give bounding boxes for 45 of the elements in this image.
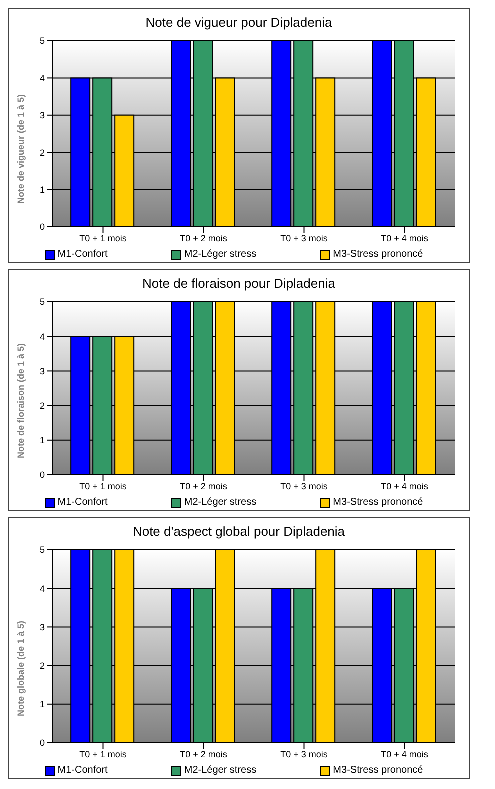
y-tick-label: 4 bbox=[40, 73, 45, 84]
legend-label: M3-Stress prononcé bbox=[333, 765, 424, 776]
x-tick-label: T0 + 4 mois bbox=[381, 233, 429, 244]
y-tick-label: 3 bbox=[40, 622, 45, 632]
x-tick-label: T0 + 1 mois bbox=[80, 481, 128, 492]
x-tick-label: T0 + 1 mois bbox=[80, 233, 128, 244]
y-tick-label: 5 bbox=[40, 36, 45, 46]
legend-label: M1-Confort bbox=[58, 765, 108, 776]
y-axis-title: Note de vigueur (de 1 à 5) bbox=[16, 94, 26, 204]
y-tick-label: 2 bbox=[40, 148, 45, 158]
chart-title: Note d'aspect global pour Dipladenia bbox=[132, 523, 346, 541]
legend-label: M1-Confort bbox=[58, 497, 108, 508]
legend-label: M2-Léger stress bbox=[184, 249, 257, 260]
y-tick-label: 5 bbox=[40, 545, 45, 556]
legend-label: M3-Stress prononcé bbox=[333, 249, 424, 260]
x-tick-label: T0 + 1 mois bbox=[80, 749, 128, 760]
y-tick-label: 0 bbox=[40, 738, 45, 748]
y-tick-label: 2 bbox=[40, 660, 45, 671]
y-tick-label: 3 bbox=[40, 366, 45, 376]
chart-title: Note de vigueur pour Dipladenia bbox=[144, 14, 334, 32]
x-tick-label: T0 + 4 mois bbox=[381, 481, 429, 492]
y-tick-label: 4 bbox=[40, 584, 45, 594]
y-tick-label: 5 bbox=[40, 297, 45, 308]
x-tick-label: T0 + 2 mois bbox=[180, 749, 228, 760]
legend-label: M1-Confort bbox=[58, 249, 108, 260]
legend-label: M2-Léger stress bbox=[184, 765, 257, 776]
y-axis-title: Note globale (de 1 à 5) bbox=[16, 620, 26, 716]
x-tick-label: T0 + 2 mois bbox=[180, 233, 228, 244]
x-tick-label: T0 + 4 mois bbox=[381, 749, 429, 760]
legend-label: M2-Léger stress bbox=[184, 497, 257, 508]
y-tick-label: 1 bbox=[40, 436, 45, 446]
chart-title: Note de floraison pour Dipladenia bbox=[142, 275, 336, 293]
y-tick-label: 2 bbox=[40, 400, 45, 411]
x-tick-label: T0 + 2 mois bbox=[180, 481, 228, 492]
y-tick-label: 0 bbox=[40, 470, 45, 480]
y-tick-label: 4 bbox=[40, 332, 45, 342]
x-tick-label: T0 + 3 mois bbox=[280, 481, 328, 492]
y-tick-label: 1 bbox=[40, 184, 45, 195]
y-tick-label: 0 bbox=[40, 222, 45, 232]
x-tick-label: T0 + 3 mois bbox=[280, 749, 328, 760]
x-tick-label: T0 + 3 mois bbox=[280, 233, 328, 244]
y-axis-title: Note de floraison (de 1 à 5) bbox=[16, 343, 26, 458]
y-tick-label: 1 bbox=[40, 700, 45, 710]
legend-label: M3-Stress prononcé bbox=[333, 497, 424, 508]
y-tick-label: 3 bbox=[40, 110, 45, 121]
